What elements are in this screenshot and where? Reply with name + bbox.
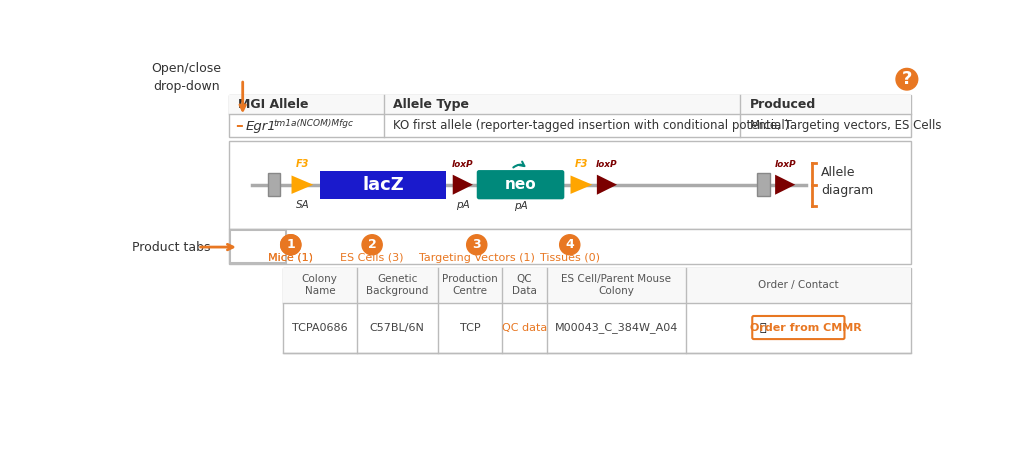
Text: Targeting Vectors (1): Targeting Vectors (1) (419, 253, 535, 263)
Text: C57BL/6N: C57BL/6N (370, 322, 425, 333)
Text: F3: F3 (574, 158, 588, 169)
Text: –: – (234, 118, 243, 133)
Text: Genetic
Background: Genetic Background (367, 274, 428, 296)
FancyBboxPatch shape (228, 229, 910, 264)
FancyBboxPatch shape (321, 171, 445, 199)
Text: Allele
diagram: Allele diagram (821, 166, 873, 197)
Polygon shape (292, 175, 313, 194)
Text: QC
Data: QC Data (512, 274, 537, 296)
Text: 4: 4 (565, 238, 574, 251)
Text: ?: ? (902, 70, 912, 88)
Text: QC data: QC data (502, 322, 547, 333)
Polygon shape (570, 175, 592, 194)
FancyBboxPatch shape (753, 316, 845, 339)
Text: Production
Centre: Production Centre (442, 274, 498, 296)
Text: TCPA0686: TCPA0686 (292, 322, 347, 333)
FancyBboxPatch shape (267, 173, 280, 196)
Text: 2: 2 (368, 238, 377, 251)
FancyBboxPatch shape (477, 170, 564, 200)
Text: Colony
Name: Colony Name (302, 274, 338, 296)
Text: loxP: loxP (596, 160, 617, 169)
Text: lacZ: lacZ (362, 176, 403, 194)
Text: Order / Contact: Order / Contact (758, 280, 839, 290)
Polygon shape (775, 175, 796, 195)
Text: loxP: loxP (774, 160, 796, 169)
Text: Mice, Targeting vectors, ES Cells: Mice, Targeting vectors, ES Cells (750, 119, 941, 132)
Text: Product tabs: Product tabs (132, 241, 210, 254)
Circle shape (362, 235, 382, 255)
Text: loxP: loxP (452, 160, 474, 169)
FancyBboxPatch shape (228, 141, 910, 229)
Text: Mice (1): Mice (1) (268, 253, 313, 263)
Text: 1: 1 (287, 238, 295, 251)
Text: tm1a(NCOM)Mfgc: tm1a(NCOM)Mfgc (273, 118, 353, 128)
Text: TCP: TCP (460, 322, 480, 333)
Polygon shape (597, 175, 617, 195)
FancyBboxPatch shape (283, 268, 910, 302)
FancyBboxPatch shape (283, 268, 910, 353)
Text: ES Cell/Parent Mouse
Colony: ES Cell/Parent Mouse Colony (561, 274, 672, 296)
Text: SA: SA (296, 200, 309, 210)
Text: Mice (1): Mice (1) (268, 253, 313, 263)
Text: pA: pA (514, 201, 527, 211)
Text: KO first allele (reporter-tagged insertion with conditional potential): KO first allele (reporter-tagged inserti… (393, 119, 790, 132)
FancyArrowPatch shape (513, 162, 524, 167)
Circle shape (281, 235, 301, 255)
Text: Allele Type: Allele Type (393, 98, 469, 111)
Text: neo: neo (505, 177, 537, 192)
FancyBboxPatch shape (228, 95, 910, 137)
Polygon shape (453, 175, 473, 195)
Text: ES Cells (3): ES Cells (3) (340, 253, 403, 263)
Text: 🛒: 🛒 (760, 322, 766, 333)
Text: 3: 3 (472, 238, 481, 251)
FancyBboxPatch shape (229, 230, 286, 263)
FancyBboxPatch shape (228, 95, 910, 114)
Circle shape (281, 235, 301, 255)
Text: pA: pA (456, 200, 470, 210)
Text: MGI Allele: MGI Allele (238, 98, 308, 111)
Text: Egr1: Egr1 (246, 119, 276, 133)
Text: Open/close
drop-down: Open/close drop-down (152, 62, 221, 93)
Circle shape (896, 68, 918, 90)
Text: M00043_C_384W_A04: M00043_C_384W_A04 (555, 322, 678, 333)
Circle shape (467, 235, 486, 255)
Text: 1: 1 (287, 238, 295, 251)
Text: Tissues (0): Tissues (0) (540, 253, 600, 263)
Circle shape (560, 235, 580, 255)
Text: F3: F3 (296, 158, 309, 169)
Text: Produced: Produced (750, 98, 816, 111)
FancyBboxPatch shape (758, 173, 770, 196)
Text: Order from CMMR: Order from CMMR (751, 322, 862, 333)
